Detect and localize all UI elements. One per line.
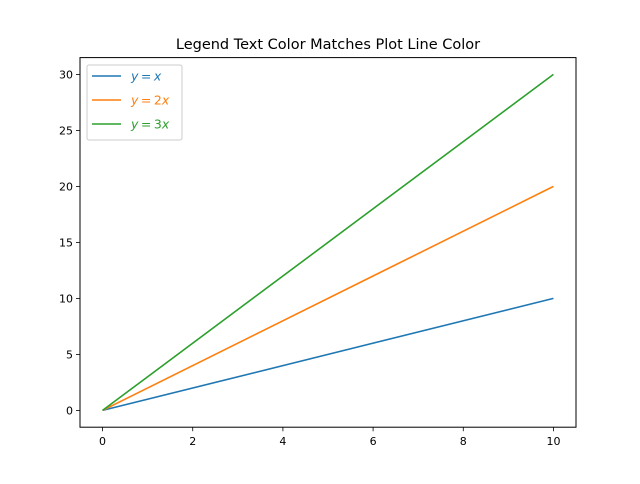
legend: y = x y = 2x y = 3x xyxy=(86,64,183,141)
series-line-2 xyxy=(102,185,554,412)
x-tick-label: 10 xyxy=(546,435,560,448)
y-tick-label: 25 xyxy=(59,124,73,137)
x-tick-label: 0 xyxy=(99,435,106,448)
x-tick-label: 4 xyxy=(279,435,286,448)
legend-label-3: y = 3x xyxy=(130,117,170,132)
y-tick-label: 15 xyxy=(59,236,73,249)
y-tick-label: 30 xyxy=(59,68,73,81)
x-tick-label: 8 xyxy=(460,435,467,448)
legend-label-2: y = 2x xyxy=(130,93,170,108)
y-tick-label: 0 xyxy=(66,404,73,417)
ticks-layer: 0 2 4 6 8 10 0 5 10 15 20 25 30 xyxy=(59,68,560,448)
series-line-3 xyxy=(102,73,554,412)
y-tick-label: 5 xyxy=(66,348,73,361)
series-line-1 xyxy=(102,297,554,412)
series-layer xyxy=(102,73,554,412)
x-tick-label: 6 xyxy=(370,435,377,448)
legend-label-1: y = x xyxy=(130,69,162,84)
y-tick-label: 10 xyxy=(59,292,73,305)
chart-title: Legend Text Color Matches Plot Line Colo… xyxy=(176,37,480,53)
legend-box xyxy=(86,64,183,141)
y-tick-label: 20 xyxy=(59,180,73,193)
x-tick-label: 2 xyxy=(189,435,196,448)
